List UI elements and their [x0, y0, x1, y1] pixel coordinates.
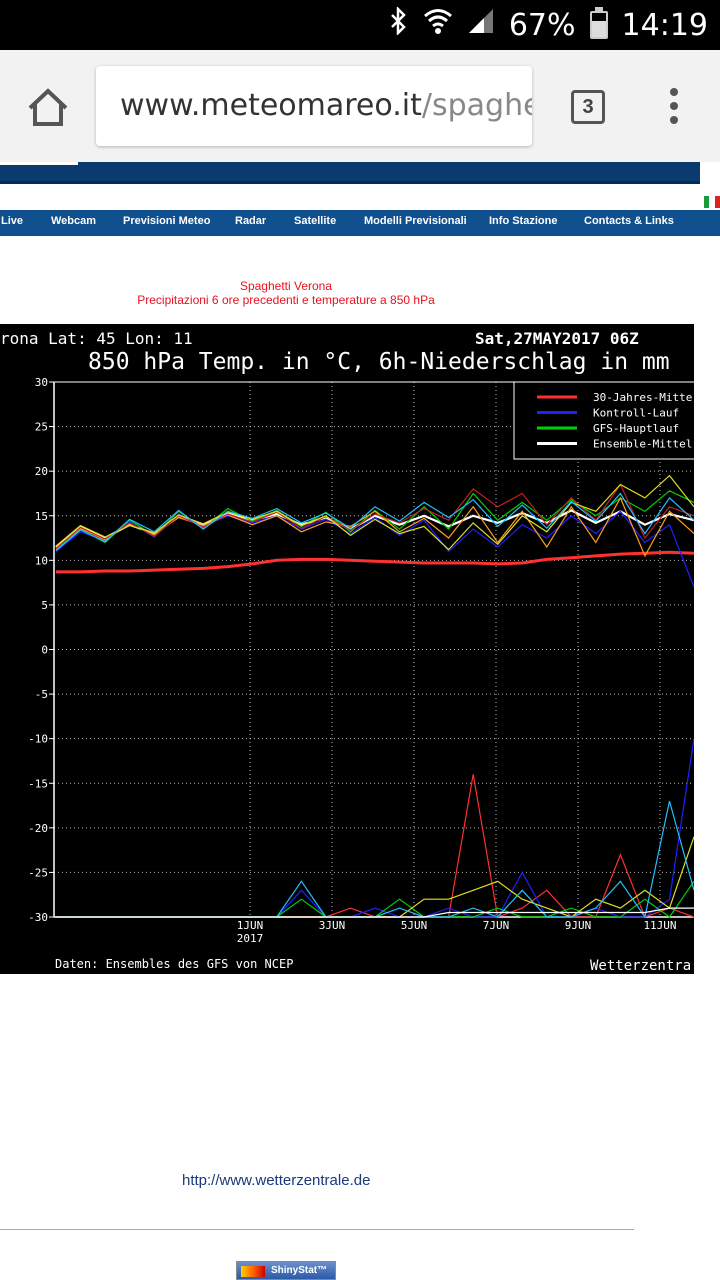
chart-title: 850 hPa Temp. in °C, 6h-Niederschlag in … [88, 349, 670, 375]
y-tick-label: -20 [28, 822, 48, 835]
wifi-icon [423, 7, 453, 43]
chart-footer-source: Daten: Ensembles des GFS von NCEP [55, 957, 293, 971]
legend-box [513, 381, 694, 460]
x-tick-label: 1JUN [237, 919, 264, 932]
y-tick-label: 10 [35, 554, 48, 567]
nav-contacts-links[interactable]: Contacts & Links [584, 215, 674, 227]
italian-flag-icon[interactable] [704, 196, 720, 208]
home-icon [28, 88, 68, 126]
caption-subtitle: Precipitazioni 6 ore precedenti e temper… [137, 293, 435, 307]
y-tick-label: -25 [28, 866, 48, 879]
precip-line-0 [56, 774, 694, 918]
signal-icon [467, 7, 495, 43]
nav-satellite[interactable]: Satellite [294, 215, 337, 227]
browser-toolbar: www.meteomareo.it/spaghe 3 [0, 50, 720, 162]
x-tick-label: 3JUN [319, 919, 346, 932]
x-year-label: 2017 [237, 932, 264, 945]
y-tick-label: -30 [28, 911, 48, 924]
legend-label: GFS-Hauptlauf [593, 422, 679, 435]
series-line-2 [55, 490, 694, 551]
overflow-menu-icon[interactable] [664, 88, 684, 128]
y-tick-label: 20 [35, 465, 48, 478]
url-text: www.meteomareo.it/spaghe [120, 88, 532, 123]
ensemble-chart: rona Lat: 45 Lon: 11 Sat,27MAY2017 06Z 850… [0, 324, 694, 974]
x-tick-label: 5JUN [401, 919, 428, 932]
url-path: /spaghe [421, 88, 532, 123]
y-tick-label: 30 [35, 376, 48, 389]
nav-previsioni-meteo[interactable]: Previsioni Meteo [123, 215, 211, 227]
nav-info-stazione[interactable]: Info Stazione [489, 215, 558, 227]
caption-title: Spaghetti Verona [239, 279, 333, 293]
bluetooth-icon [389, 5, 409, 43]
shinystat-badge[interactable]: ShinyStat™ [236, 1261, 336, 1280]
y-tick-label: 5 [41, 599, 48, 612]
battery-percent: 67% [508, 7, 576, 43]
series-line-7 [55, 492, 694, 551]
precip-line-5 [56, 907, 694, 918]
y-tick-label: -15 [28, 777, 48, 790]
y-tick-label: 0 [41, 644, 48, 657]
site-nav: Live Webcam Previsioni Meteo Radar Satel… [0, 210, 720, 236]
nav-webcam[interactable]: Webcam [51, 215, 97, 227]
divider [0, 1229, 634, 1230]
legend-label: 30-Jahres-Mitte [593, 391, 692, 404]
wetterzentrale-link[interactable]: http://www.wetterzentrale.de [182, 1172, 371, 1189]
site-header-banner [0, 162, 700, 184]
x-tick-label: 7JUN [483, 919, 510, 932]
status-bar: 67% 14:19 [0, 0, 720, 50]
y-tick-label: -5 [35, 688, 48, 701]
chart-header-date: Sat,27MAY2017 06Z [475, 329, 639, 348]
y-tick-label: -10 [28, 733, 48, 746]
address-bar[interactable]: www.meteomareo.it/spaghe [96, 66, 532, 146]
chart-header-left: rona Lat: 45 Lon: 11 [0, 329, 193, 348]
legend-label: Kontroll-Lauf [593, 407, 679, 420]
series-line-0 [56, 550, 694, 574]
tab-switcher-button[interactable]: 3 [571, 90, 605, 124]
y-tick-label: 15 [35, 510, 48, 523]
shinystat-label: ShinyStat™ [271, 1265, 328, 1276]
nav-radar[interactable]: Radar [235, 215, 267, 227]
nav-modelli-previsionali[interactable]: Modelli Previsionali [364, 215, 467, 227]
battery-icon [589, 7, 608, 39]
series-line-6 [55, 474, 694, 551]
clock: 14:19 [621, 7, 708, 43]
y-tick-label: 25 [35, 421, 48, 434]
url-host: www.meteomareo.it [120, 88, 422, 123]
series-line-5 [55, 483, 694, 550]
chart-footer-brand: Wetterzentra [590, 958, 691, 974]
x-tick-label: 9JUN [565, 919, 592, 932]
home-button[interactable] [24, 84, 72, 132]
nav-live[interactable]: Live [1, 215, 24, 227]
chart-caption: Spaghetti Verona Precipitazioni 6 ore pr… [0, 279, 572, 307]
x-tick-label: 11JUN [643, 919, 676, 932]
chart-svg: rona Lat: 45 Lon: 11 Sat,27MAY2017 06Z850… [0, 329, 694, 974]
legend-label: Ensemble-Mittel [593, 438, 692, 451]
